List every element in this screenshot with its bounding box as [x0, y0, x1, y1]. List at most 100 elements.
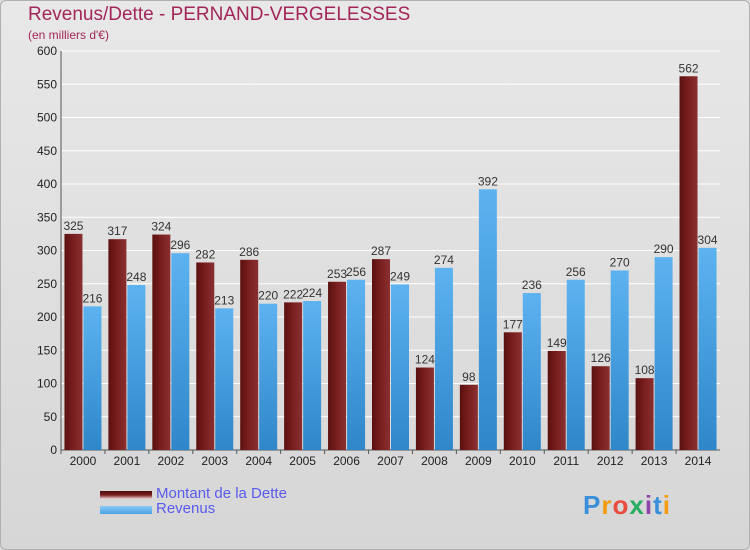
legend-label-dette: Montant de la Dette — [156, 485, 287, 502]
bar-dette — [196, 262, 215, 450]
bar-dette — [591, 366, 610, 450]
bar-revenus — [522, 293, 541, 450]
data-label-dette: 177 — [503, 317, 523, 331]
bar-dette — [415, 367, 434, 450]
bar-dette — [547, 350, 566, 450]
bar-dette — [503, 332, 522, 450]
bar-revenus — [698, 247, 717, 450]
y-tick-label: 300 — [37, 244, 57, 258]
bar-revenus — [171, 253, 190, 450]
data-label-dette: 286 — [239, 245, 259, 259]
x-tick-label: 2007 — [377, 454, 404, 468]
data-label-dette: 124 — [415, 353, 435, 367]
data-label-revenus: 220 — [258, 289, 278, 303]
chart-title: Revenus/Dette - PERNAND-VERGELESSES — [28, 4, 411, 25]
y-tick-label: 500 — [37, 111, 57, 125]
bar-dette — [240, 259, 259, 450]
bar-dette — [64, 233, 83, 450]
bar-dette — [635, 378, 654, 450]
data-label-dette: 222 — [283, 287, 303, 301]
x-tick-label: 2011 — [553, 454, 579, 468]
data-label-revenus: 270 — [610, 255, 630, 269]
x-tick-label: 2006 — [333, 454, 360, 468]
y-tick-label: 0 — [50, 443, 57, 457]
proxiti-logo: Proxiti — [583, 490, 671, 521]
bar-revenus — [347, 279, 366, 450]
bar-revenus — [83, 306, 102, 450]
data-label-dette: 287 — [371, 244, 391, 258]
data-label-dette: 149 — [547, 336, 567, 350]
grid-lines — [61, 50, 720, 451]
data-label-revenus: 216 — [82, 291, 102, 305]
y-tick-label: 450 — [37, 144, 57, 158]
data-label-revenus: 224 — [302, 286, 322, 300]
data-label-revenus: 213 — [214, 293, 234, 307]
bar-revenus — [303, 301, 322, 450]
data-label-dette: 108 — [635, 363, 655, 377]
logo-letter: o — [612, 490, 630, 520]
bar-dette — [284, 302, 303, 450]
data-label-revenus: 274 — [434, 253, 454, 267]
data-label-dette: 126 — [591, 351, 611, 365]
logo-letter: i — [644, 490, 654, 520]
data-label-revenus: 256 — [346, 265, 366, 279]
data-label-dette: 324 — [151, 220, 171, 234]
bar-dette — [459, 384, 478, 450]
bar-revenus — [259, 303, 278, 450]
logo-letter: P — [583, 490, 602, 520]
bars — [64, 76, 717, 451]
bar-revenus — [215, 308, 234, 450]
data-label-revenus: 256 — [566, 265, 586, 279]
data-label-dette: 253 — [327, 267, 347, 281]
y-tick-label: 250 — [37, 277, 57, 291]
data-label-dette: 98 — [462, 370, 476, 384]
logo-letter: i — [662, 490, 671, 520]
data-label-revenus: 296 — [170, 238, 190, 252]
x-tick-label: 2010 — [509, 454, 536, 468]
bar-revenus — [478, 189, 497, 450]
x-tick-label: 2008 — [421, 454, 448, 468]
x-tick-label: 2013 — [641, 454, 668, 468]
x-tick-label: 2012 — [597, 454, 624, 468]
y-tick-label: 350 — [37, 210, 57, 224]
logo-letter: t — [653, 490, 663, 520]
bar-dette — [152, 234, 171, 450]
logo-letter: r — [601, 490, 613, 520]
bar-revenus — [610, 270, 629, 450]
x-tick-label: 2005 — [289, 454, 316, 468]
bar-dette — [679, 76, 698, 451]
data-label-revenus: 304 — [698, 233, 718, 247]
data-label-dette: 325 — [63, 219, 83, 233]
x-tick-label: 2014 — [685, 454, 712, 468]
bar-revenus — [566, 279, 585, 450]
axes: 0 50 100 150 200 250 300 350 400 450 500 550 600 2000… — [37, 44, 720, 468]
data-label-revenus: 248 — [126, 270, 146, 284]
chart-subtitle: (en milliers d'€) — [28, 28, 109, 42]
y-tick-label: 550 — [37, 77, 57, 91]
x-tick-label: 2009 — [465, 454, 492, 468]
y-tick-label: 100 — [37, 377, 57, 391]
logo-letter: x — [629, 490, 645, 520]
x-tick-label: 2000 — [70, 454, 97, 468]
bar-dette — [108, 239, 127, 450]
legend-label-revenus: Revenus — [156, 500, 216, 517]
data-label-dette: 317 — [107, 224, 127, 238]
y-tick-label: 400 — [37, 177, 57, 191]
data-label-revenus: 236 — [522, 278, 542, 292]
y-tick-label: 150 — [37, 343, 57, 357]
x-tick-label: 2001 — [114, 454, 141, 468]
legend-swatch-revenus — [100, 506, 152, 514]
x-tick-label: 2002 — [157, 454, 184, 468]
data-label-revenus: 392 — [478, 174, 498, 188]
bar-revenus — [391, 284, 409, 450]
data-label-dette: 282 — [195, 247, 215, 261]
data-label-revenus: 249 — [390, 269, 410, 283]
bar-revenus — [654, 257, 673, 450]
x-tick-label: 2004 — [245, 454, 272, 468]
bar-revenus — [127, 285, 146, 450]
data-label-revenus: 290 — [654, 242, 674, 256]
y-tick-label: 50 — [44, 410, 58, 424]
x-tick-label: 2003 — [201, 454, 228, 468]
bar-dette — [328, 281, 347, 450]
